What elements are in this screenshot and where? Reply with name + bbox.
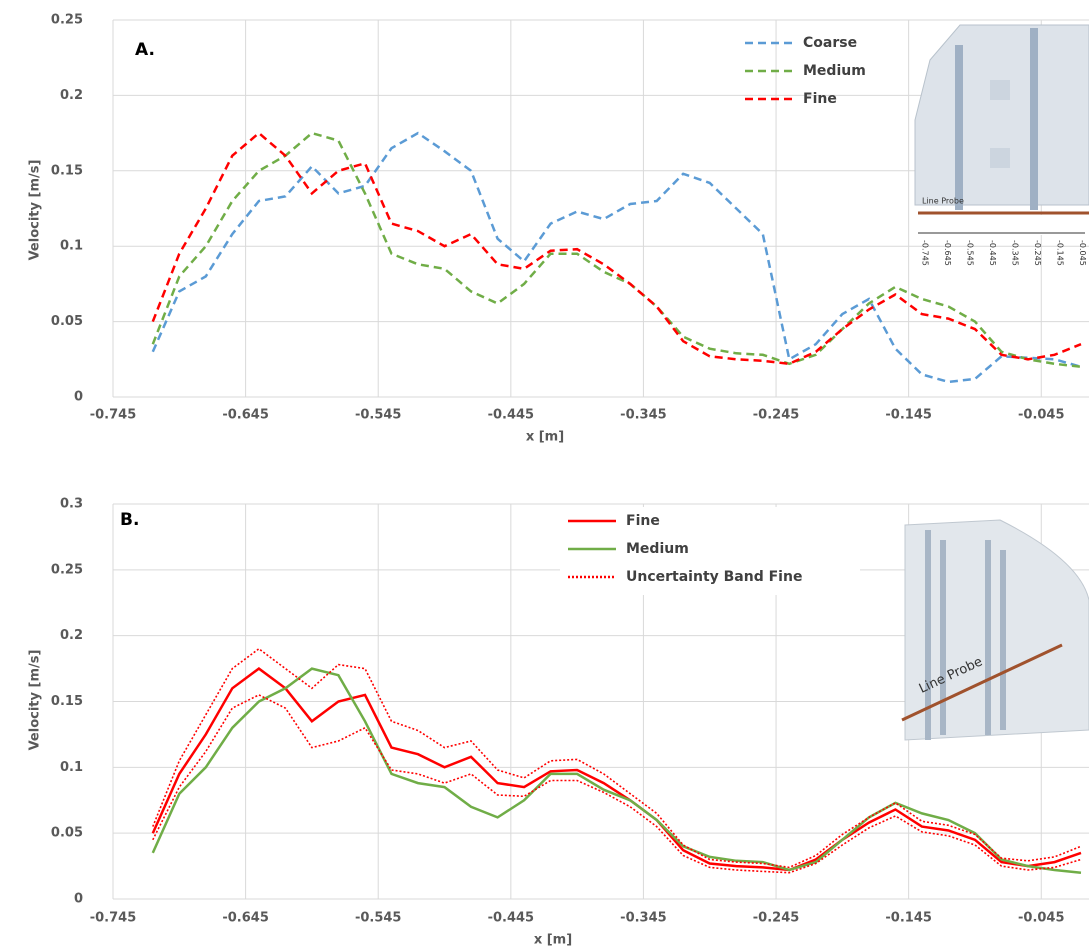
y-tick-label: 0.15 [51, 163, 83, 178]
y-tick-label: 0 [74, 390, 83, 405]
inset-label: Line Probe [922, 197, 964, 206]
x-tick-label: -0.245 [753, 408, 800, 423]
y-tick-label: 0.1 [60, 239, 83, 254]
inset-b [902, 520, 1089, 740]
legend-label: Coarse [803, 35, 857, 51]
x-tick-label: -0.145 [885, 408, 932, 423]
panel-label: B. [120, 510, 139, 530]
legend-label: Medium [626, 541, 689, 557]
x-tick-label: -0.645 [222, 911, 269, 926]
inset-tick-label: -0.145 [1056, 240, 1065, 266]
y-tick-label: 0.05 [51, 314, 83, 329]
y-tick-label: 0.05 [51, 826, 83, 841]
legend-label: Fine [803, 91, 837, 107]
y-tick-label: 0.25 [51, 13, 83, 28]
y-tick-label: 0.1 [60, 760, 83, 775]
y-tick-label: 0.15 [51, 694, 83, 709]
x-tick-label: -0.345 [620, 911, 667, 926]
inset-tick-label: -0.545 [966, 240, 975, 266]
x-tick-label: -0.045 [1018, 911, 1065, 926]
y-axis-label: Velocity [m/s] [28, 160, 43, 261]
x-axis-label: x [m] [534, 933, 572, 947]
legend-label: Medium [803, 63, 866, 79]
x-tick-label: -0.545 [355, 408, 402, 423]
y-tick-label: 0 [74, 892, 83, 907]
x-tick-label: -0.045 [1018, 408, 1065, 423]
data-layer [153, 133, 1081, 873]
x-axis-label: x [m] [526, 430, 564, 445]
legend-label: Fine [626, 513, 660, 529]
inset-tick-label: -0.345 [1011, 240, 1020, 266]
panel-label: A. [135, 40, 155, 60]
inset-tick-label: -0.045 [1078, 240, 1087, 266]
x-tick-label: -0.445 [488, 911, 535, 926]
x-tick-label: -0.645 [222, 408, 269, 423]
x-tick-label: -0.445 [488, 408, 535, 423]
x-tick-label: -0.345 [620, 408, 667, 423]
x-tick-label: -0.745 [90, 911, 137, 926]
x-tick-label: -0.545 [355, 911, 402, 926]
inset-tick-label: -0.745 [921, 240, 930, 266]
y-tick-label: 0.2 [60, 628, 83, 643]
legend-label: Uncertainty Band Fine [626, 569, 802, 585]
inset-tick-label: -0.645 [943, 240, 952, 266]
x-tick-label: -0.245 [753, 911, 800, 926]
figure: 0 0.05 0.1 0.15 0.2 0.25 -0.745 -0.645 -0.545 -0.… [0, 0, 1089, 947]
inset-tick-label: -0.245 [1033, 240, 1042, 266]
x-tick-label: -0.145 [885, 911, 932, 926]
inset-tick-label: -0.445 [988, 240, 997, 266]
y-tick-label: 0.2 [60, 88, 83, 103]
y-tick-label: 0.25 [51, 562, 83, 577]
y-axis-label: Velocity [m/s] [28, 650, 43, 751]
x-tick-label: -0.745 [90, 408, 137, 423]
y-tick-label: 0.3 [60, 497, 83, 512]
